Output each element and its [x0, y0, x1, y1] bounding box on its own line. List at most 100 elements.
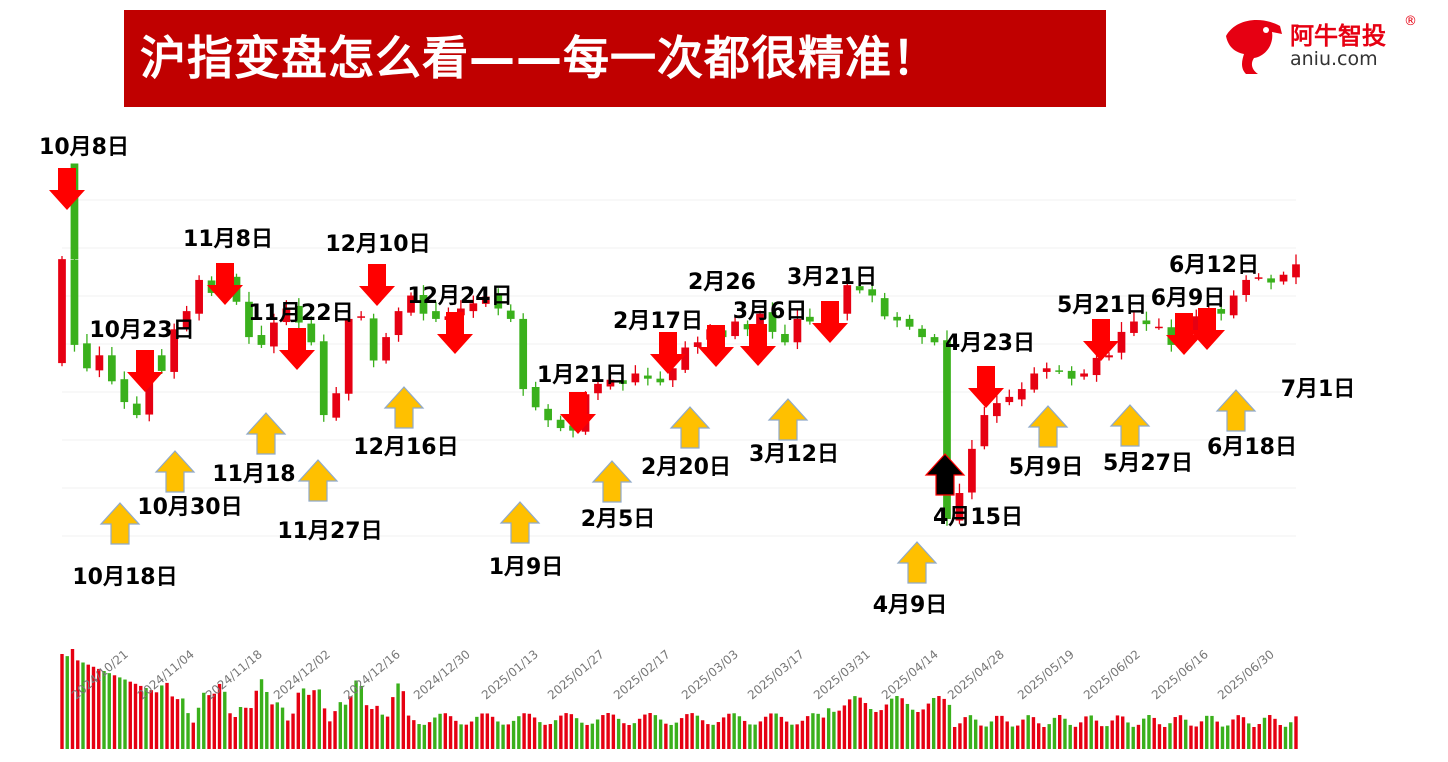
volume-bar [97, 668, 101, 749]
volume-bar [1215, 721, 1219, 749]
volume-bar [895, 696, 899, 749]
volume-bar [76, 660, 80, 749]
volume-bar [721, 717, 726, 749]
volume-bar [1163, 726, 1167, 749]
volume-bar [165, 682, 169, 749]
volume-bar [448, 716, 453, 749]
annotation-label: 11月8日 [183, 227, 273, 252]
candle [382, 332, 390, 364]
volume-bar [338, 702, 343, 749]
sell-arrow-icon [437, 312, 473, 354]
candle [980, 406, 989, 450]
volume-bar [1273, 718, 1277, 749]
volume-bar [690, 713, 694, 749]
volume-bar [280, 707, 285, 749]
volume-bar [1247, 723, 1251, 749]
volume-bar [265, 691, 269, 749]
candle [95, 346, 104, 378]
candle [432, 301, 440, 323]
volume-bar [679, 718, 684, 749]
sell-arrow-icon [1083, 319, 1119, 361]
candle [257, 325, 266, 349]
annotation-label: 12月24日 [407, 284, 512, 309]
x-tick-label: 2025/05/19 [1015, 647, 1077, 702]
volume-bar [1115, 715, 1120, 749]
volume-bar [643, 714, 647, 749]
volume-bar [538, 722, 542, 749]
volume-bar [191, 722, 195, 749]
buy-arrow-icon [154, 450, 196, 493]
volume-bar [1283, 726, 1288, 749]
candle [1117, 322, 1126, 360]
volume-bar [695, 715, 700, 749]
sell-arrow-icon [279, 328, 315, 370]
volume-bar [370, 709, 374, 749]
volume-bar [1000, 715, 1004, 749]
candle [1229, 290, 1238, 319]
sell-arrow-icon [740, 324, 776, 366]
annotation-label: 11月22日 [248, 301, 353, 326]
x-tick-label: 2025/06/02 [1081, 647, 1143, 702]
volume-bar [674, 722, 679, 749]
sell-arrow-icon [698, 325, 734, 367]
candle [893, 312, 901, 328]
brand-logo: 阿牛智投 ® aniu.com [1222, 14, 1422, 76]
volume-bar [511, 720, 516, 749]
volume-bar [1100, 726, 1104, 749]
candle [494, 288, 503, 316]
volume-bar [706, 724, 710, 749]
volume-bar [863, 703, 868, 749]
volume-bar [1094, 720, 1099, 749]
volume-bar [107, 673, 111, 749]
annotation-label: 4月23日 [945, 331, 1035, 356]
volume-bar [543, 724, 547, 749]
candle [868, 283, 877, 303]
candle [1067, 366, 1076, 386]
volume-bar [769, 713, 773, 749]
volume-bar [527, 713, 532, 749]
candle [930, 333, 939, 346]
volume-bar [196, 707, 201, 749]
volume-bar [1294, 716, 1298, 749]
x-tick-label: 2024/12/16 [341, 647, 403, 702]
volume-bar [784, 721, 789, 749]
volume-bar [186, 713, 190, 749]
black-arrow-icon [924, 453, 966, 496]
volume-bar [1010, 726, 1015, 749]
volume-bar [942, 698, 946, 749]
volume-bar [160, 685, 164, 749]
volume-bar [979, 725, 983, 749]
volume-bar [758, 721, 763, 749]
buy-arrow-icon [669, 406, 711, 449]
candle [1030, 367, 1039, 393]
annotation-label: 6月12日 [1169, 253, 1259, 278]
annotation-label: 3月21日 [787, 265, 877, 290]
volume-bar [1210, 715, 1214, 749]
candle [544, 404, 552, 428]
annotation-label: 4月9日 [873, 593, 948, 618]
volume-bar [637, 718, 642, 749]
volume-bar [1252, 726, 1256, 749]
buy-arrow-icon [499, 501, 541, 544]
volume-bar [102, 671, 106, 749]
volume-bar [853, 696, 857, 749]
candle [1292, 254, 1300, 285]
volume-bar [1068, 724, 1072, 749]
buy-arrow-icon [297, 459, 339, 502]
volume-bar [963, 717, 967, 749]
volume-bar [632, 723, 637, 749]
volume-bar [548, 724, 553, 749]
volume-bar [307, 694, 311, 749]
sell-arrow-icon [207, 263, 243, 305]
annotation-label: 2月26 [688, 270, 756, 295]
volume-bar [595, 719, 600, 749]
volume-bar [574, 718, 579, 749]
volume-bar [244, 707, 248, 749]
volume-bar [889, 698, 894, 749]
bull-logo-icon [1226, 20, 1282, 74]
annotation-arrows [49, 168, 1257, 584]
volume-bar [1205, 715, 1209, 749]
volume-bar [364, 705, 369, 749]
volume-bar [1189, 725, 1193, 749]
